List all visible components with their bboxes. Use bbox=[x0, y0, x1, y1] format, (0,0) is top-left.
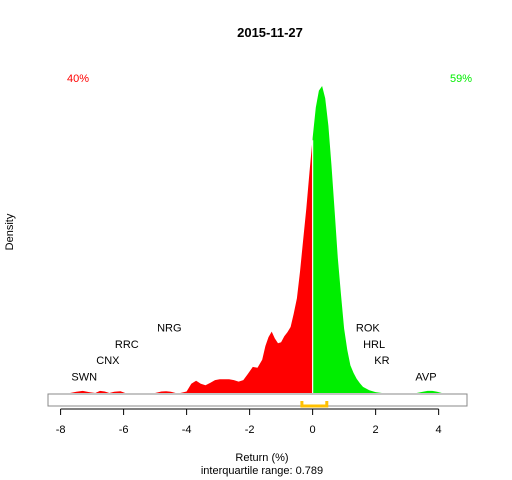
chart-title: 2015-11-27 bbox=[237, 25, 303, 40]
x-tick-label: -4 bbox=[182, 424, 192, 436]
positive-density-area bbox=[312, 86, 449, 393]
ticker-label: RRC bbox=[115, 339, 139, 351]
x-tick-label: 2 bbox=[373, 424, 379, 436]
ticker-label: AVP bbox=[415, 371, 436, 383]
ticker-label: HRL bbox=[363, 339, 385, 351]
iqr-caption: interquartile range: 0.789 bbox=[201, 465, 323, 477]
iqr-bracket-line bbox=[300, 401, 329, 408]
ticker-label: CNX bbox=[96, 355, 120, 367]
y-axis-label: Density bbox=[4, 213, 16, 250]
x-axis-label: Return (%) bbox=[235, 452, 288, 464]
x-axis: -8 -6 -4 -2 0 2 4 bbox=[56, 408, 442, 436]
ticker-label: ROK bbox=[356, 323, 381, 335]
ticker-label: NRG bbox=[157, 323, 181, 335]
negative-density-area bbox=[70, 138, 313, 393]
x-tick-label: -6 bbox=[119, 424, 129, 436]
negative-share-label: 40% bbox=[67, 73, 89, 85]
iqr-bracket bbox=[300, 401, 329, 408]
plot-frame bbox=[47, 393, 468, 407]
positive-share-label: 59% bbox=[450, 73, 472, 85]
x-tick-label: -2 bbox=[245, 424, 255, 436]
ticker-annotations: SWN CNX RRC NRG ROK HRL KR AVP bbox=[71, 323, 436, 384]
x-tick-label: 4 bbox=[436, 424, 442, 436]
ticker-label: SWN bbox=[71, 371, 97, 383]
x-tick-label: 0 bbox=[310, 424, 316, 436]
ticker-label: KR bbox=[374, 355, 389, 367]
x-tick-label: -8 bbox=[56, 424, 66, 436]
density-areas bbox=[70, 86, 449, 393]
